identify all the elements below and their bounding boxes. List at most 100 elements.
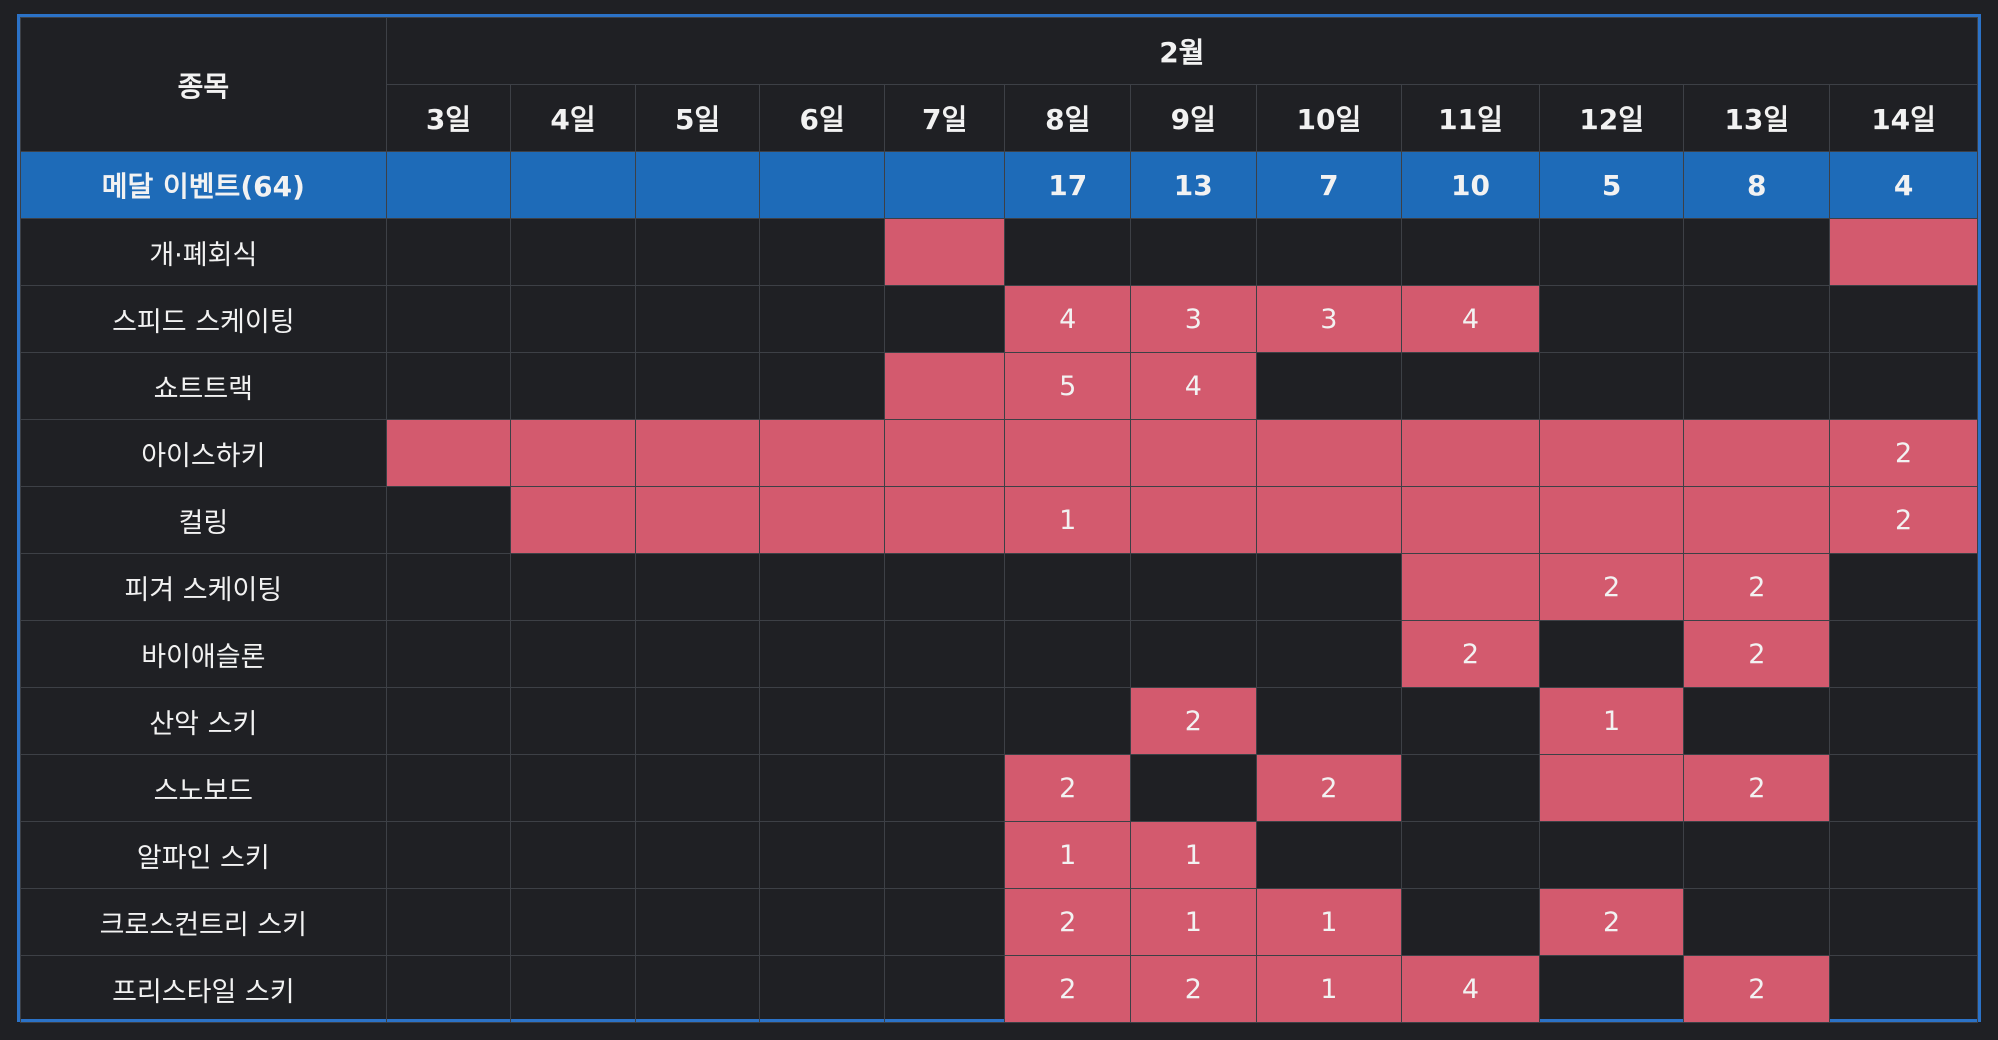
empty-cell (510, 754, 636, 822)
scheduled-cell: 1 (1538, 687, 1685, 755)
empty-cell (1829, 955, 1978, 1023)
scheduled-cell: 2 (1538, 888, 1685, 956)
scheduled-cell: 2 (1829, 486, 1978, 554)
empty-cell (634, 553, 761, 621)
sport-name: 산악 스키 (20, 687, 387, 755)
empty-cell (1401, 754, 1540, 822)
sport-name: 스피드 스케이팅 (20, 285, 387, 353)
scheduled-cell: 2 (1130, 687, 1257, 755)
empty-cell (1683, 687, 1831, 755)
empty-cell (1538, 352, 1685, 420)
empty-cell (1538, 821, 1685, 889)
scheduled-cell (883, 352, 1006, 420)
sport-name: 피겨 스케이팅 (20, 553, 387, 621)
empty-cell (510, 352, 636, 420)
sport-name: 쇼트트랙 (20, 352, 387, 420)
empty-cell (759, 218, 885, 286)
month-header: 2월 (385, 17, 1979, 85)
empty-cell (1130, 553, 1257, 621)
empty-cell (1538, 955, 1685, 1023)
day-header: 4일 (510, 84, 636, 152)
empty-cell (634, 285, 761, 353)
scheduled-cell (1683, 486, 1831, 554)
day-header: 6일 (759, 84, 885, 152)
scheduled-cell (634, 419, 761, 487)
empty-cell (1130, 620, 1257, 688)
empty-cell (759, 553, 885, 621)
empty-cell (1538, 620, 1685, 688)
scheduled-cell: 2 (1004, 754, 1131, 822)
empty-cell (883, 754, 1006, 822)
empty-cell (1255, 218, 1403, 286)
day-header: 8일 (1004, 84, 1131, 152)
empty-cell (1829, 620, 1978, 688)
empty-cell (634, 955, 761, 1023)
empty-cell (883, 687, 1006, 755)
empty-cell (385, 218, 512, 286)
empty-cell (883, 821, 1006, 889)
day-header: 10일 (1255, 84, 1403, 152)
scheduled-cell (385, 419, 512, 487)
medal-count-cell (510, 151, 636, 219)
empty-cell (883, 955, 1006, 1023)
sport-name: 아이스하키 (20, 419, 387, 487)
empty-cell (634, 687, 761, 755)
empty-cell (1255, 821, 1403, 889)
empty-cell (1829, 352, 1978, 420)
medal-count-cell: 5 (1538, 151, 1685, 219)
medal-count-cell (385, 151, 512, 219)
empty-cell (385, 955, 512, 1023)
medal-count-cell: 10 (1401, 151, 1540, 219)
empty-cell (634, 821, 761, 889)
empty-cell (634, 620, 761, 688)
scheduled-cell (1683, 419, 1831, 487)
empty-cell (1401, 888, 1540, 956)
scheduled-cell (1255, 486, 1403, 554)
sport-row: 아이스하키 2 (20, 419, 1978, 487)
empty-cell (634, 218, 761, 286)
empty-cell (1829, 687, 1978, 755)
empty-cell (759, 821, 885, 889)
empty-cell (1401, 821, 1540, 889)
scheduled-cell (1255, 419, 1403, 487)
scheduled-cell: 1 (1130, 821, 1257, 889)
scheduled-cell (883, 419, 1006, 487)
scheduled-cell (759, 419, 885, 487)
day-header: 5일 (634, 84, 761, 152)
day-header: 14일 (1829, 84, 1978, 152)
scheduled-cell: 2 (1683, 553, 1831, 621)
schedule-frame: 종목 2월 3일 4일 5일 6일 7일 8일 9일 10일 11일 12일 13일 14일 메달 이… (17, 14, 1981, 1023)
empty-cell (1255, 687, 1403, 755)
medal-events-row: 메달 이벤트(64) 17 13 7 10 5 8 4 (20, 151, 1978, 219)
empty-cell (1255, 553, 1403, 621)
scheduled-cell: 1 (1130, 888, 1257, 956)
scheduled-cell: 2 (1829, 419, 1978, 487)
scheduled-cell (634, 486, 761, 554)
scheduled-cell: 3 (1255, 285, 1403, 353)
empty-cell (1829, 754, 1978, 822)
medal-count-cell: 13 (1130, 151, 1257, 219)
scheduled-cell: 5 (1004, 352, 1131, 420)
medal-events-label: 메달 이벤트(64) (20, 151, 387, 219)
empty-cell (385, 821, 512, 889)
empty-cell (759, 888, 885, 956)
empty-cell (510, 553, 636, 621)
scheduled-cell: 4 (1130, 352, 1257, 420)
empty-cell (510, 285, 636, 353)
medal-count-cell (634, 151, 761, 219)
sport-name: 스노보드 (20, 754, 387, 822)
sport-row: 크로스컨트리 스키 2 1 1 2 (20, 888, 1978, 956)
empty-cell (385, 486, 512, 554)
empty-cell (385, 620, 512, 688)
day-header: 12일 (1538, 84, 1685, 152)
scheduled-cell (1004, 419, 1131, 487)
sport-name: 프리스타일 스키 (20, 955, 387, 1023)
scheduled-cell: 2 (1683, 955, 1831, 1023)
empty-cell (385, 285, 512, 353)
sport-name: 개·폐회식 (20, 218, 387, 286)
empty-cell (1004, 553, 1131, 621)
sport-row: 스노보드 2 2 2 (20, 754, 1978, 822)
empty-cell (634, 352, 761, 420)
empty-cell (1683, 352, 1831, 420)
sport-column-header: 종목 (20, 17, 387, 152)
